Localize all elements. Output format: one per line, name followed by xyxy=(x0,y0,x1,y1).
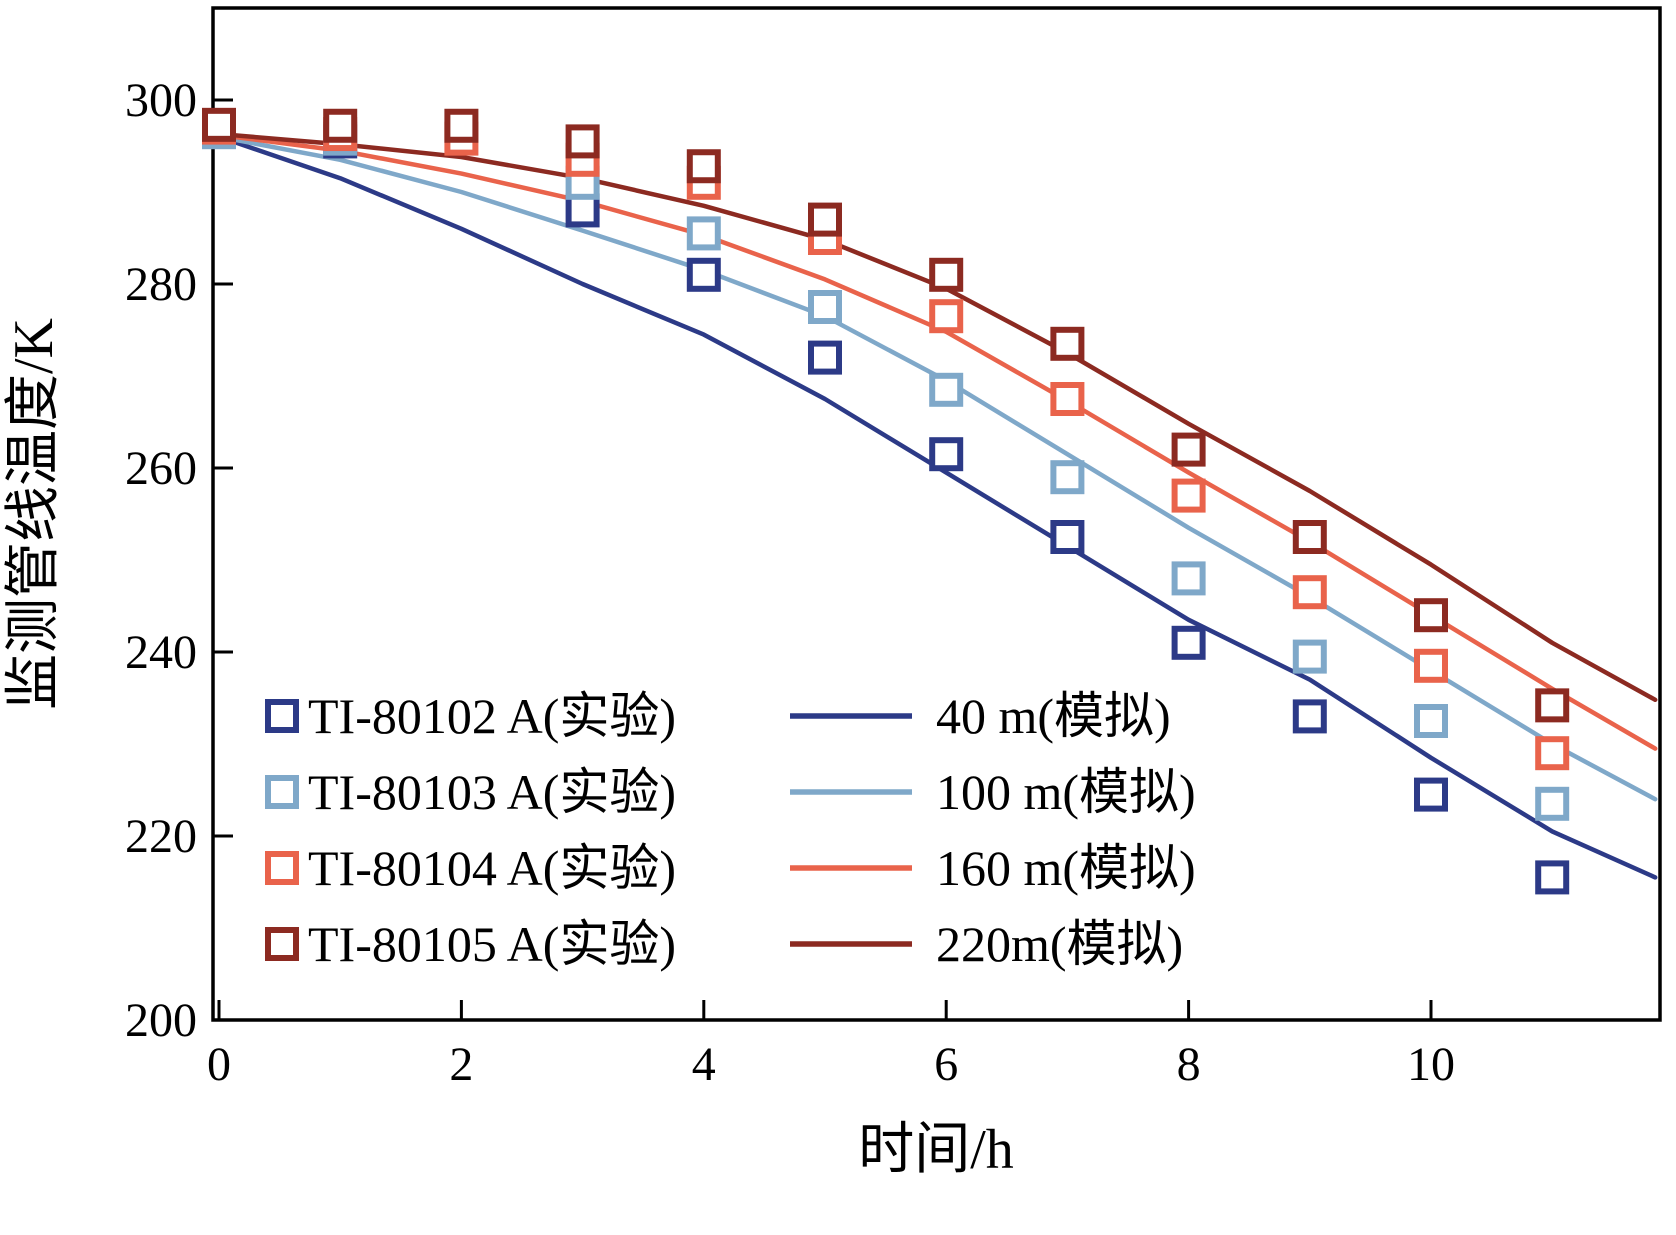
data-marker-TI-80104-A- xyxy=(1292,575,1327,610)
legend-marker-icon xyxy=(265,851,299,885)
data-marker-TI-80104-A- xyxy=(1050,382,1085,416)
data-marker-TI-80103-A- xyxy=(808,290,842,324)
data-marker-TI-80103-A- xyxy=(1171,561,1206,596)
legend-label-simulation: 100 m(模拟) xyxy=(936,764,1196,820)
data-marker-TI-80105-A- xyxy=(929,257,964,292)
data-marker-TI-80104-A- xyxy=(1535,736,1570,771)
y-tick-label: 280 xyxy=(125,258,197,311)
data-marker-TI-80104-A- xyxy=(929,299,964,334)
legend-item: TI-80103 A(实验) 100 m(模拟) xyxy=(265,764,1196,820)
data-marker-TI-80105-A- xyxy=(565,124,600,159)
data-marker-TI-80105-A- xyxy=(1414,598,1448,633)
legend-label-experiment: TI-80104 A(实验) xyxy=(308,840,676,896)
x-tick-label: 10 xyxy=(1407,1038,1455,1091)
legend: TI-80102 A(实验) 40 m(模拟) TI-80103 A(实验) 100 … xyxy=(265,688,1196,972)
data-marker-TI-80105-A- xyxy=(323,108,358,143)
data-marker-TI-80102-A- xyxy=(808,340,842,375)
data-marker-TI-80105-A- xyxy=(1050,326,1085,361)
data-marker-TI-80104-A- xyxy=(1171,478,1206,513)
y-tick-label: 220 xyxy=(125,810,197,863)
x-axis-label: 时间/h xyxy=(858,1119,1014,1181)
data-marker-TI-80102-A- xyxy=(1171,625,1206,660)
data-marker-TI-80102-A- xyxy=(1292,699,1327,734)
y-tick-label: 300 xyxy=(125,74,197,127)
x-tick-label: 8 xyxy=(1177,1038,1201,1091)
y-tick-label: 260 xyxy=(125,442,197,495)
legend-marker-icon xyxy=(265,775,299,809)
legend-label-simulation: 40 m(模拟) xyxy=(936,688,1171,744)
legend-label-experiment: TI-80105 A(实验) xyxy=(308,916,676,972)
data-marker-TI-80102-A- xyxy=(1414,777,1448,812)
y-tick-label: 200 xyxy=(125,994,197,1047)
x-tick-label: 0 xyxy=(207,1038,231,1091)
x-tick-label: 2 xyxy=(449,1038,473,1091)
data-marker-TI-80102-A- xyxy=(1535,860,1570,895)
data-marker-TI-80105-A- xyxy=(202,107,236,142)
data-marker-TI-80105-A- xyxy=(1171,432,1206,467)
legend-label-experiment: TI-80103 A(实验) xyxy=(308,764,676,820)
axes-frame-group: 0 2 4 6 8 10 200 220 240 260 280 300 xyxy=(125,6,1662,1091)
legend-item: TI-80104 A(实验) 160 m(模拟) xyxy=(265,840,1196,896)
data-marker-TI-80103-A- xyxy=(1414,704,1448,738)
data-marker-TI-80105-A- xyxy=(1535,688,1570,723)
scatter-series-group xyxy=(202,107,1570,895)
legend-label-experiment: TI-80102 A(实验) xyxy=(308,688,676,744)
x-tick-label: 4 xyxy=(692,1038,716,1091)
data-marker-TI-80104-A- xyxy=(1414,648,1448,683)
legend-item: TI-80105 A(实验) 220m(模拟) xyxy=(265,916,1183,972)
data-marker-TI-80105-A- xyxy=(686,149,721,184)
x-tick-label: 6 xyxy=(934,1038,958,1091)
legend-label-simulation: 220m(模拟) xyxy=(936,916,1183,972)
legend-marker-icon xyxy=(265,927,299,961)
data-marker-TI-80105-A- xyxy=(1292,520,1327,554)
y-tick-label: 240 xyxy=(125,626,197,679)
data-marker-TI-80103-A- xyxy=(1050,460,1085,495)
legend-label-simulation: 160 m(模拟) xyxy=(936,840,1196,896)
data-marker-TI-80103-A- xyxy=(929,372,964,407)
data-marker-TI-80103-A- xyxy=(1535,786,1570,821)
data-marker-TI-80105-A- xyxy=(444,108,479,143)
data-marker-TI-80102-A- xyxy=(686,257,721,292)
data-marker-TI-80102-A- xyxy=(565,193,600,228)
plot-frame xyxy=(211,6,1662,1022)
data-marker-TI-80103-A- xyxy=(1292,639,1327,674)
legend-item: TI-80102 A(实验) 40 m(模拟) xyxy=(265,688,1171,744)
data-marker-TI-80102-A- xyxy=(1050,520,1085,554)
legend-marker-icon xyxy=(265,699,299,733)
sim-line-40-m- xyxy=(216,134,1658,880)
data-marker-TI-80103-A- xyxy=(686,216,721,251)
data-marker-TI-80102-A- xyxy=(929,437,964,472)
y-axis-label: 监测管线温度/K xyxy=(3,318,65,710)
data-marker-TI-80105-A- xyxy=(808,202,842,237)
